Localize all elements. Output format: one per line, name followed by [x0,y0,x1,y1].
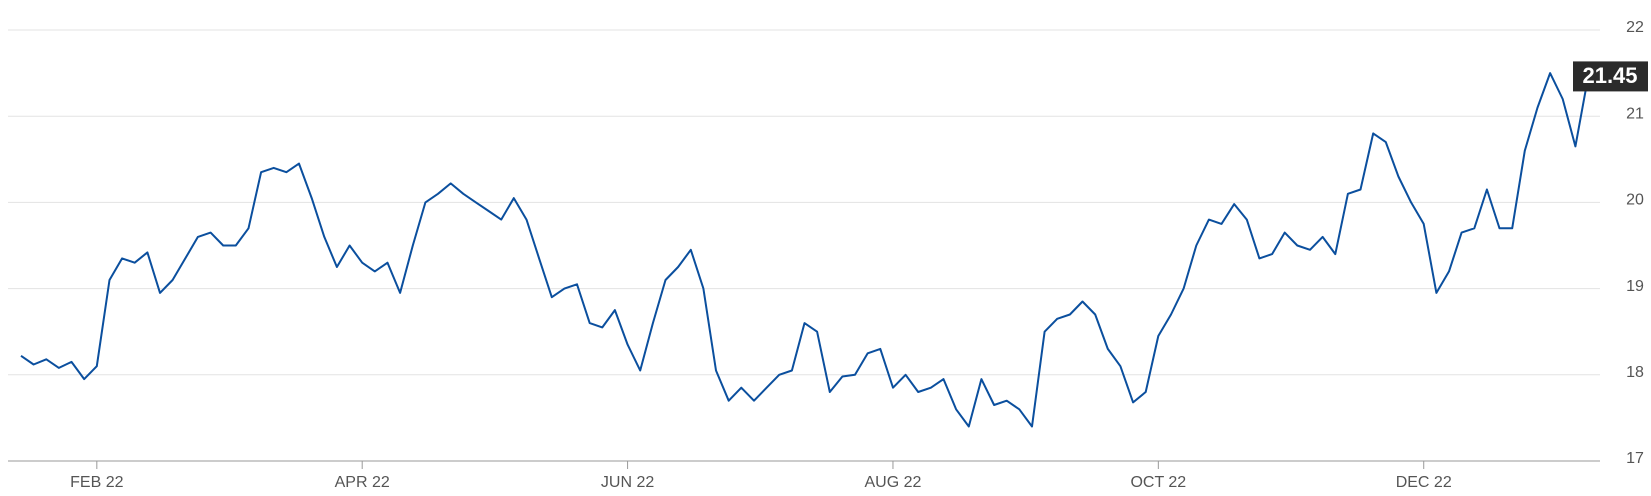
y-tick-label: 20 [1626,192,1644,209]
x-tick-label: APR 22 [335,474,390,491]
x-tick-label: DEC 22 [1396,474,1452,491]
x-tick-label: JUN 22 [601,474,654,491]
x-tick-label: AUG 22 [864,474,921,491]
x-tick-label: OCT 22 [1130,474,1186,491]
y-tick-label: 18 [1626,364,1644,381]
last-value-label: 21.45 [1582,63,1637,88]
last-value-tag [1573,61,1648,92]
y-tick-label: 22 [1626,19,1644,36]
y-tick-label: 21 [1626,105,1644,122]
line [20,72,1589,428]
y-tick-label: 19 [1626,278,1644,295]
x-tick-label: FEB 22 [70,474,123,491]
y-tick-label: 17 [1626,450,1644,467]
